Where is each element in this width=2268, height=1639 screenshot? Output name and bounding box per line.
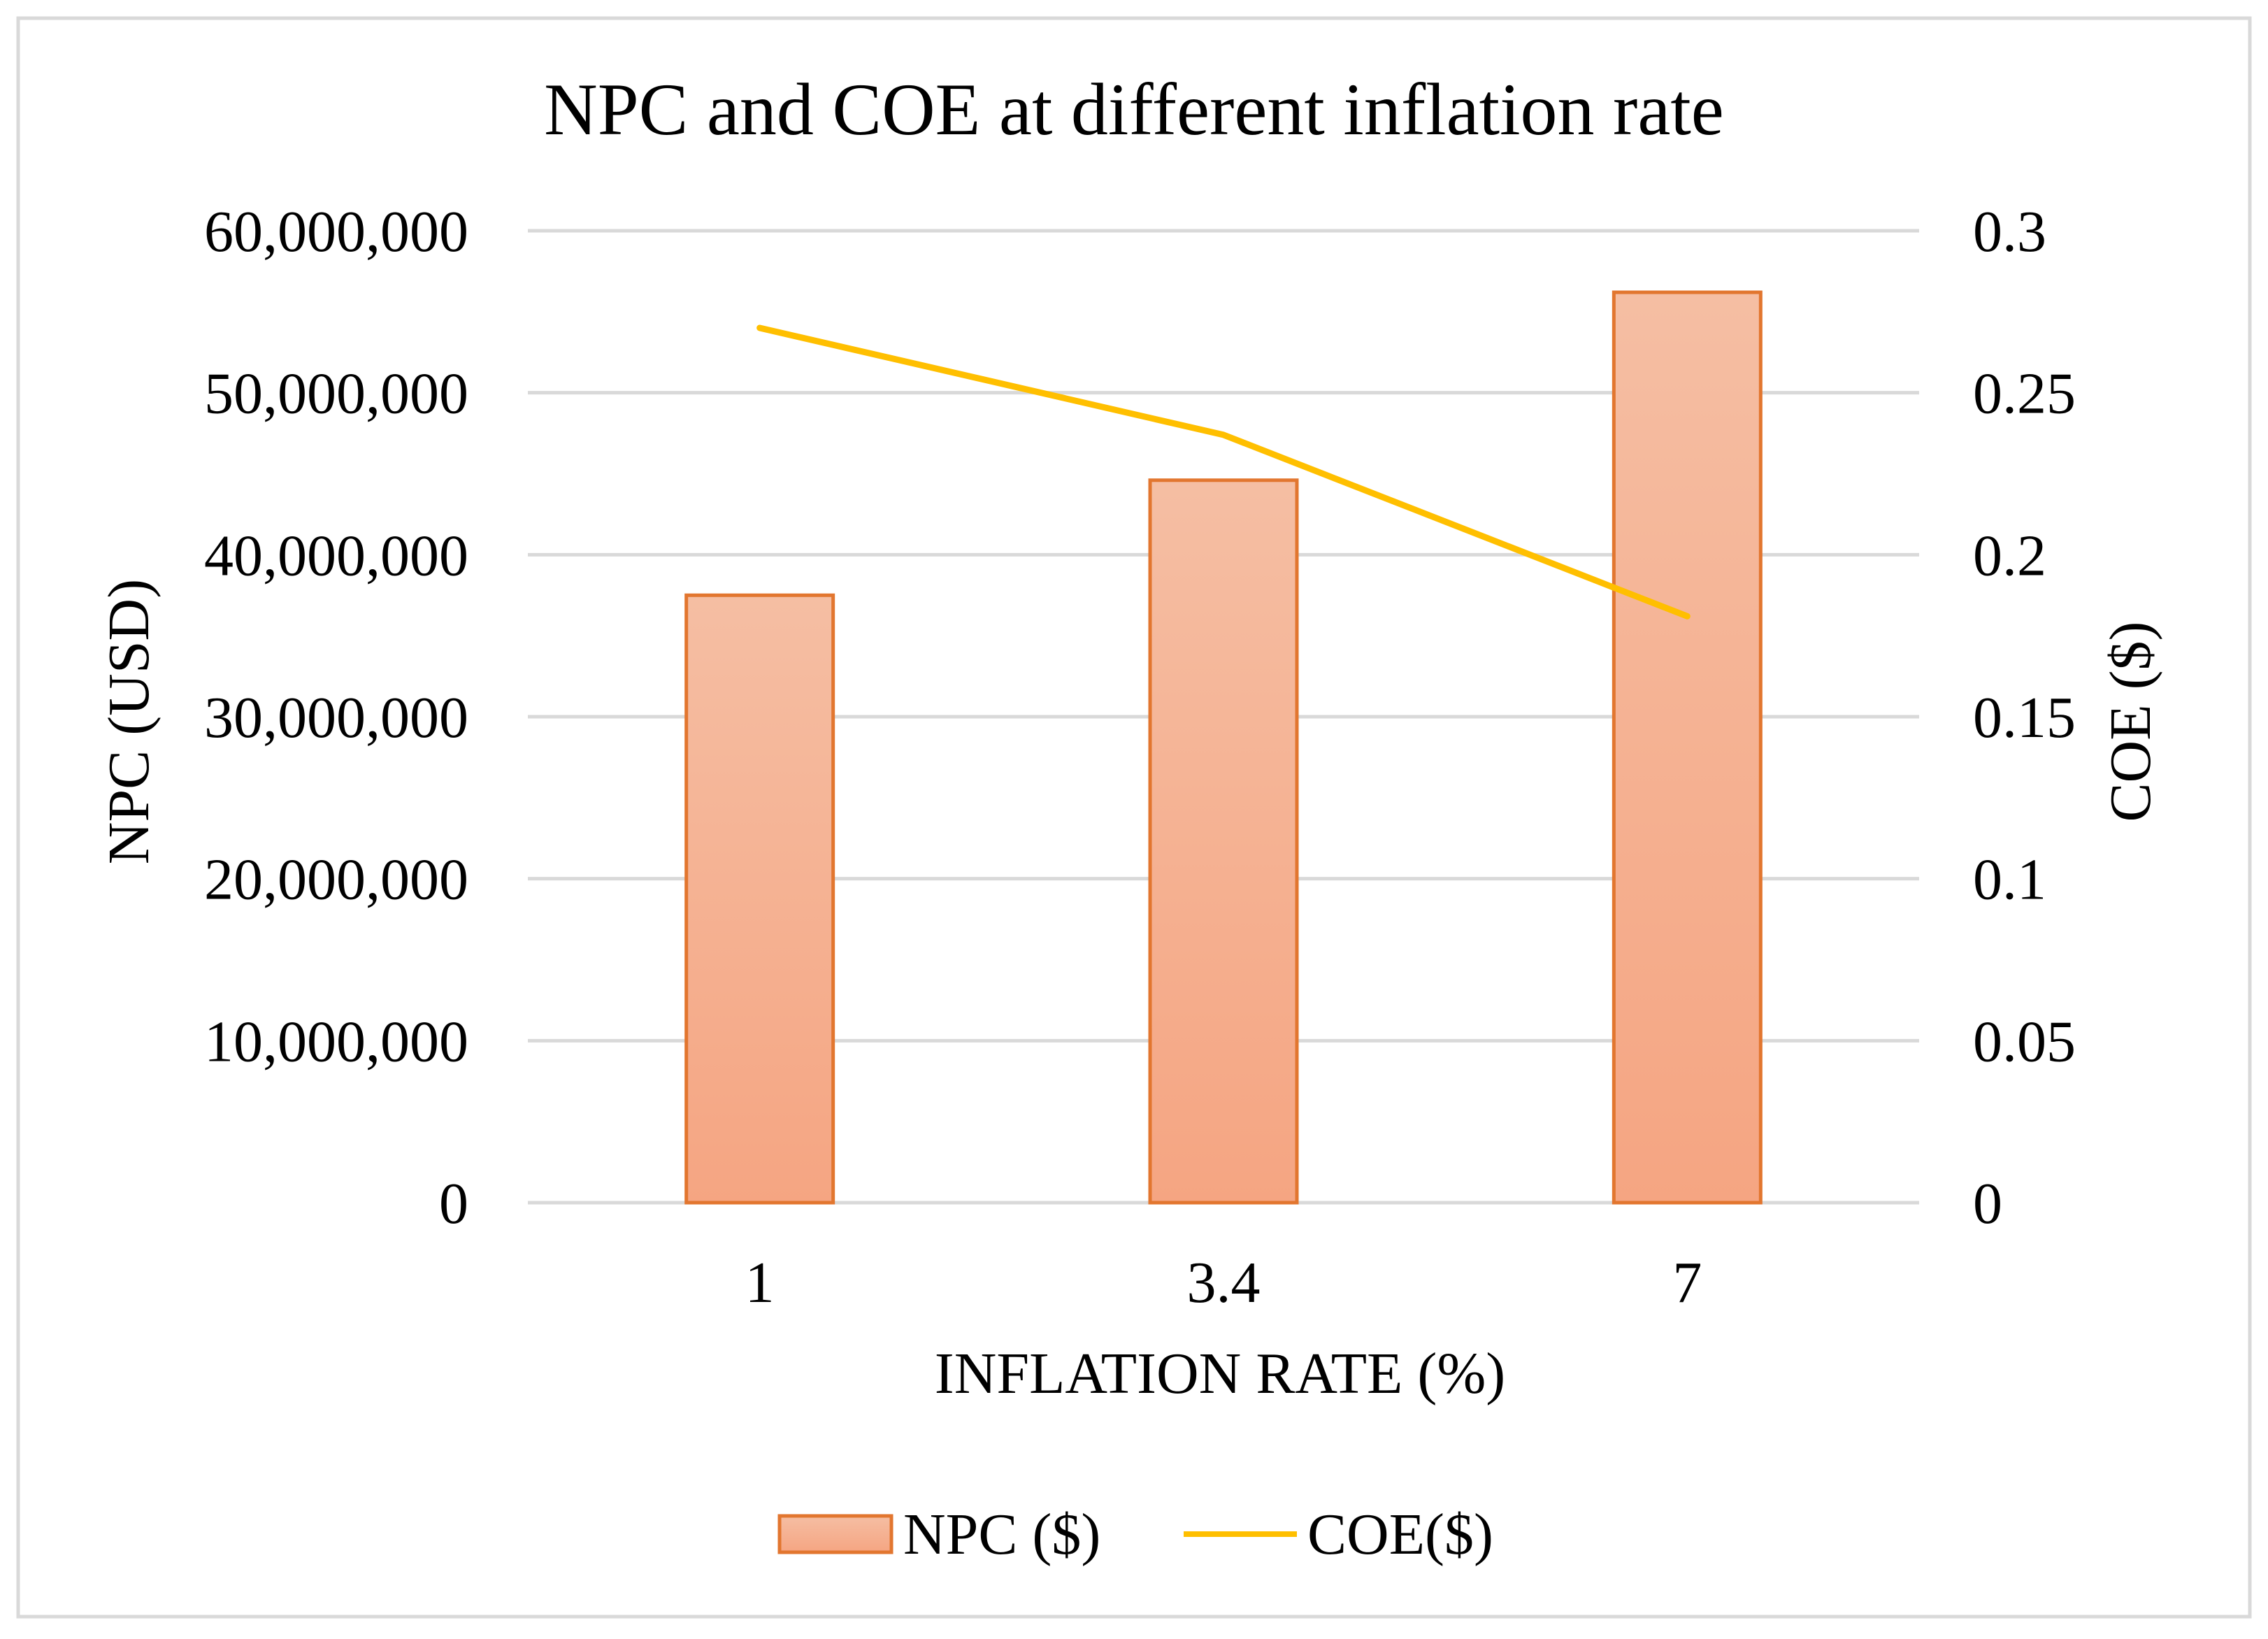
x-tick-label: 7	[1672, 1250, 1702, 1315]
y2-tick-label: 0.1	[1973, 847, 2046, 912]
y2-tick-label: 0.15	[1973, 685, 2076, 750]
y-tick-label: 30,000,000	[204, 685, 468, 750]
y2-tick-label: 0.05	[1973, 1009, 2076, 1074]
y-tick-label: 50,000,000	[204, 362, 468, 427]
y2-tick-label: 0.25	[1973, 362, 2076, 427]
bar-npc	[684, 593, 835, 1205]
line-coe	[756, 324, 1691, 620]
y2-tick-label: 0.3	[1973, 199, 2046, 264]
bar-npc	[1612, 290, 1763, 1205]
y2-axis-label: COE ($)	[2098, 622, 2163, 822]
y-tick-label: 0	[439, 1171, 468, 1236]
y-tick-label: 60,000,000	[204, 199, 468, 264]
y-tick-label: 20,000,000	[204, 847, 468, 912]
y-axis-label: NPC (USD)	[96, 579, 162, 864]
chart-title: NPC and COE at different inflation rate	[544, 69, 1724, 150]
y-tick-label: 10,000,000	[204, 1009, 468, 1074]
y2-axis-ticks: 0 0.05 0.1 0.15 0.2 0.25 0.3	[1973, 199, 2076, 1236]
y2-tick-label: 0.2	[1973, 523, 2046, 588]
legend: NPC ($) COE($)	[777, 1502, 1493, 1567]
y-tick-label: 40,000,000	[204, 523, 468, 588]
bars	[684, 290, 1763, 1205]
coe-line	[756, 324, 1691, 620]
x-axis-ticks: 1 3.4 7	[745, 1250, 1702, 1315]
y2-tick-label: 0	[1973, 1171, 2002, 1236]
x-axis-label: INFLATION RATE (%)	[935, 1341, 1506, 1406]
bar-npc	[1148, 478, 1299, 1205]
x-tick-label: 3.4	[1187, 1250, 1261, 1315]
legend-label-npc: NPC ($)	[903, 1502, 1100, 1567]
legend-swatch-npc	[777, 1514, 893, 1554]
legend-label-coe: COE($)	[1307, 1502, 1493, 1567]
x-tick-label: 1	[745, 1250, 775, 1315]
chart-frame	[16, 16, 2252, 1619]
y-axis-ticks: 0 10,000,000 20,000,000 30,000,000 40,000,00…	[204, 199, 468, 1236]
